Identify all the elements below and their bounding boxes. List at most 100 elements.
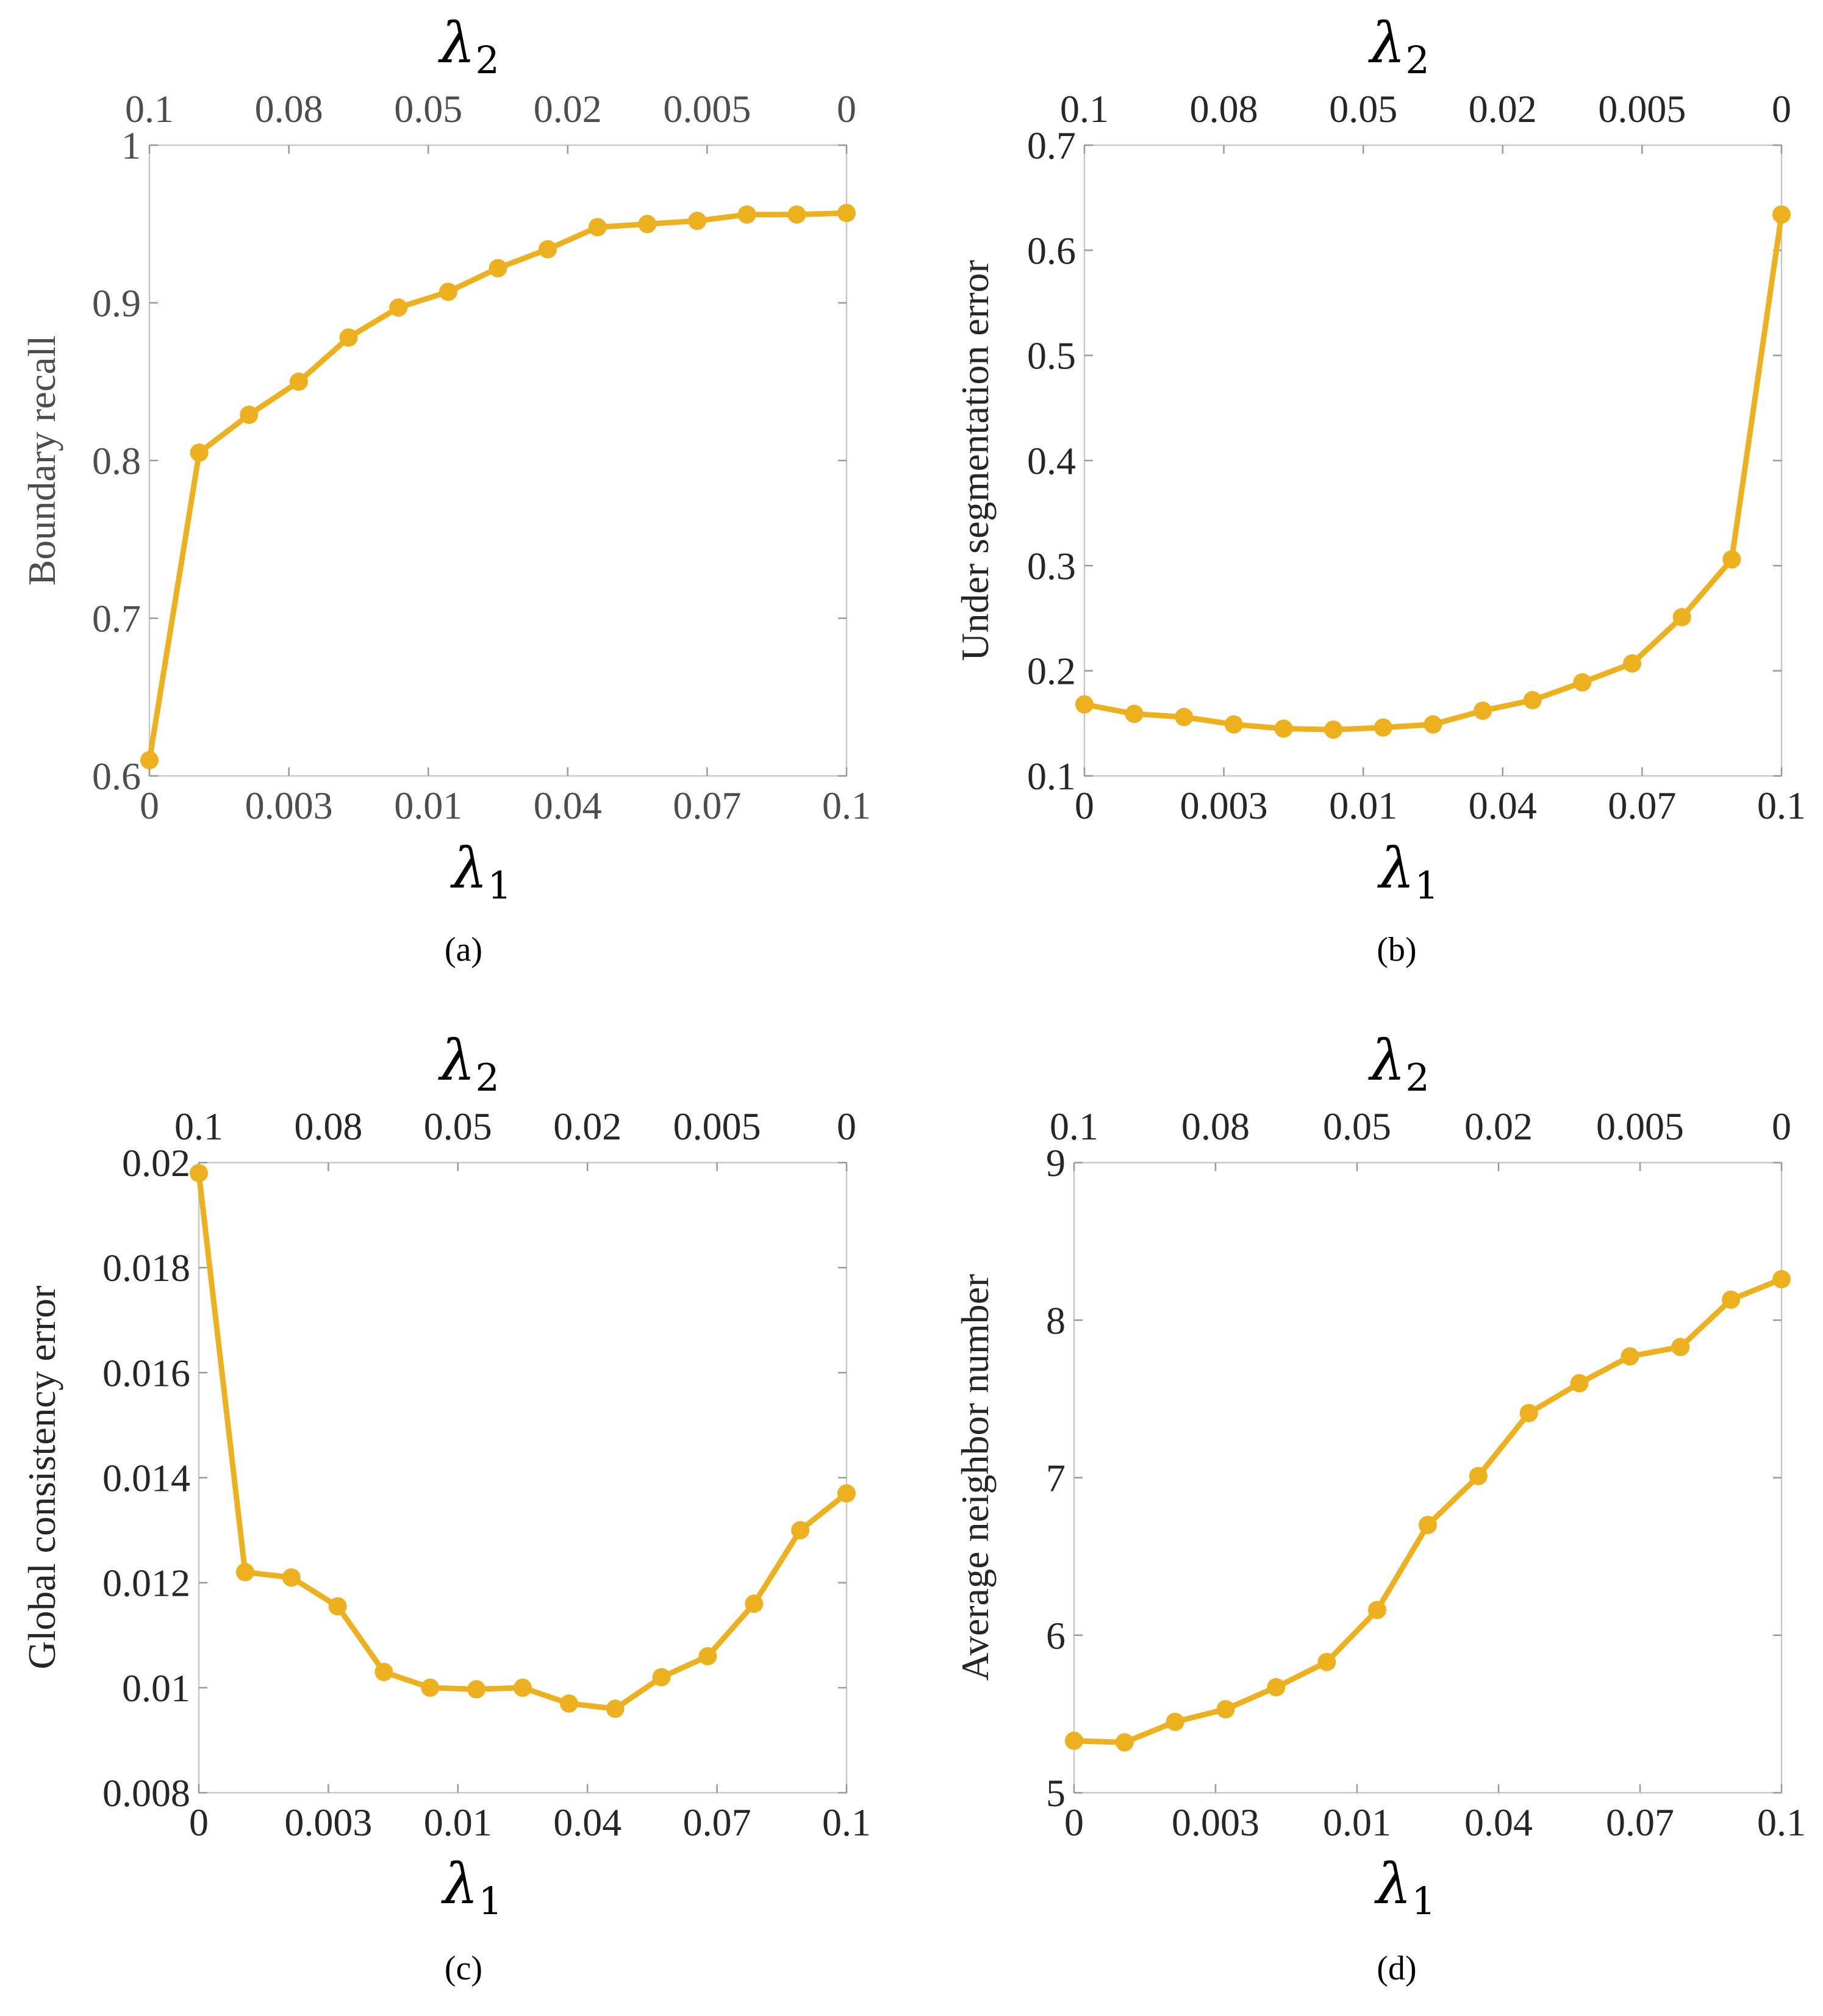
data-series-c (190, 1164, 856, 1718)
top-tick-labels-a: 0.1 0.08 0.05 0.02 0.005 0 (125, 87, 856, 131)
data-point-c (374, 1663, 393, 1681)
data-point-d (1115, 1733, 1134, 1752)
x-tick-label-b: 0.01 (1329, 784, 1397, 827)
y-tick-label-b: 0.5 (1027, 334, 1076, 378)
data-point-d (1216, 1700, 1235, 1719)
plot-area-d (1073, 1161, 1783, 1794)
data-point-c (791, 1521, 810, 1540)
data-point-b (1523, 691, 1542, 709)
top-tick-label-d: 0.02 (1464, 1105, 1533, 1148)
x-axis-label-d: λ1 (1374, 1851, 1436, 1923)
x-tick-label-a: 0.01 (394, 784, 462, 827)
data-point-a (837, 204, 856, 223)
panel-b: 0.1 0.2 0.3 0.4 0.5 0.6 0.7 0 0.003 0.01 0.04 0.07… (953, 10, 1806, 969)
x-tick-label-d: 0.04 (1464, 1801, 1533, 1844)
data-point-a (140, 751, 159, 770)
y-axis-label-b: Under segmentation error (953, 260, 997, 661)
y-tick-label-c: 0.02 (122, 1141, 190, 1185)
y-tick-label-d: 5 (1046, 1771, 1066, 1815)
data-point-c (282, 1568, 301, 1587)
y-tick-label-b: 0.6 (1027, 229, 1076, 272)
y-tick-label-b: 0.4 (1027, 439, 1076, 482)
x-tick-label-c: 0.01 (424, 1801, 492, 1844)
top-axis-label-c: λ2 (437, 1028, 500, 1100)
top-tick-label-c: 0.005 (673, 1105, 761, 1148)
y-tick-labels-b: 0.1 0.2 0.3 0.4 0.5 0.6 0.7 (1027, 124, 1076, 798)
plot-area-c (198, 1161, 848, 1794)
y-tick-label-a: 1 (121, 124, 141, 167)
y-tick-label-d: 7 (1046, 1457, 1066, 1500)
y-axis-label-d: Average neighbor number (953, 1274, 997, 1681)
data-point-d (1317, 1652, 1336, 1671)
series-line-a (146, 210, 850, 763)
x-tick-label-c: 0.07 (683, 1801, 751, 1844)
x-tick-labels-b: 0 0.003 0.01 0.04 0.07 0.1 (1075, 784, 1806, 827)
x-tick-label-a: 0.04 (534, 784, 602, 827)
data-point-b (1274, 719, 1293, 738)
top-tick-labels-c: 0.1 0.08 0.05 0.02 0.005 0 (174, 1105, 856, 1148)
data-point-b (1374, 718, 1392, 737)
y-tick-label-c: 0.018 (102, 1246, 190, 1290)
tick-marks-d (1073, 1161, 1783, 1794)
data-point-c (698, 1647, 717, 1666)
x-tick-label-c: 0.1 (822, 1801, 871, 1844)
y-tick-label-a: 0.8 (92, 439, 141, 482)
y-tick-label-c: 0.01 (122, 1666, 190, 1710)
tick-marks-c (198, 1161, 848, 1794)
top-tick-label-b: 0.005 (1598, 87, 1686, 131)
data-series-d (1065, 1270, 1791, 1752)
data-point-a (240, 406, 259, 424)
data-point-b (1722, 550, 1741, 569)
panel-a: 0.60.70.80.91 0 0.003 0.01 0.04 0.07 0.1 0.1 0… (20, 10, 871, 969)
data-point-a (389, 298, 408, 317)
x-tick-label-b: 0 (1075, 784, 1094, 827)
x-tick-label-a: 0 (140, 784, 159, 827)
data-point-c (559, 1694, 578, 1713)
top-tick-labels-b: 0.1 0.08 0.05 0.02 0.005 0 (1060, 87, 1791, 131)
y-axis-label-c: Global consistency error (20, 1285, 63, 1669)
plot-area-b (1083, 144, 1783, 777)
data-point-c (514, 1678, 532, 1697)
data-point-d (1772, 1270, 1791, 1289)
top-tick-label-b: 0 (1772, 87, 1791, 131)
series-line-c (196, 1170, 850, 1712)
top-tick-label-a: 0 (837, 87, 856, 131)
data-series-a (140, 204, 856, 770)
x-tick-label-d: 0 (1064, 1801, 1084, 1844)
data-point-b (1424, 715, 1442, 734)
plot-area-a (148, 144, 848, 777)
data-point-c (190, 1164, 208, 1183)
data-point-a (539, 240, 557, 259)
data-point-d (1519, 1404, 1538, 1422)
y-tick-label-b: 0.1 (1027, 755, 1076, 798)
data-point-a (190, 443, 209, 462)
caption-a: (a) (445, 931, 482, 969)
data-point-d (1166, 1712, 1184, 1731)
y-tick-label-b: 0.7 (1027, 124, 1076, 167)
data-point-a (489, 259, 507, 278)
data-point-a (737, 205, 756, 224)
top-tick-label-a: 0.02 (534, 87, 602, 131)
x-tick-label-d: 0.1 (1757, 1801, 1806, 1844)
data-point-c (606, 1699, 625, 1718)
y-tick-label-a: 0.9 (92, 282, 141, 325)
y-tick-label-a: 0.7 (92, 597, 141, 640)
x-tick-label-a: 0.07 (673, 784, 741, 827)
top-tick-label-b: 0.05 (1329, 87, 1397, 131)
top-tick-label-a: 0.005 (663, 87, 751, 131)
data-point-b (1224, 715, 1243, 734)
data-point-c (467, 1680, 486, 1699)
top-tick-label-d: 0.1 (1050, 1105, 1098, 1148)
data-point-b (1324, 720, 1343, 739)
y-tick-label-c: 0.014 (102, 1457, 190, 1500)
top-tick-label-c: 0 (837, 1105, 856, 1148)
x-axis-label-b: λ1 (1377, 836, 1439, 908)
data-point-d (1368, 1601, 1387, 1620)
data-point-a (289, 372, 308, 391)
data-point-c (745, 1595, 764, 1613)
data-point-d (1065, 1731, 1083, 1750)
top-tick-label-c: 0.1 (174, 1105, 223, 1148)
data-point-c (421, 1678, 440, 1697)
top-tick-label-b: 0.08 (1190, 87, 1258, 131)
